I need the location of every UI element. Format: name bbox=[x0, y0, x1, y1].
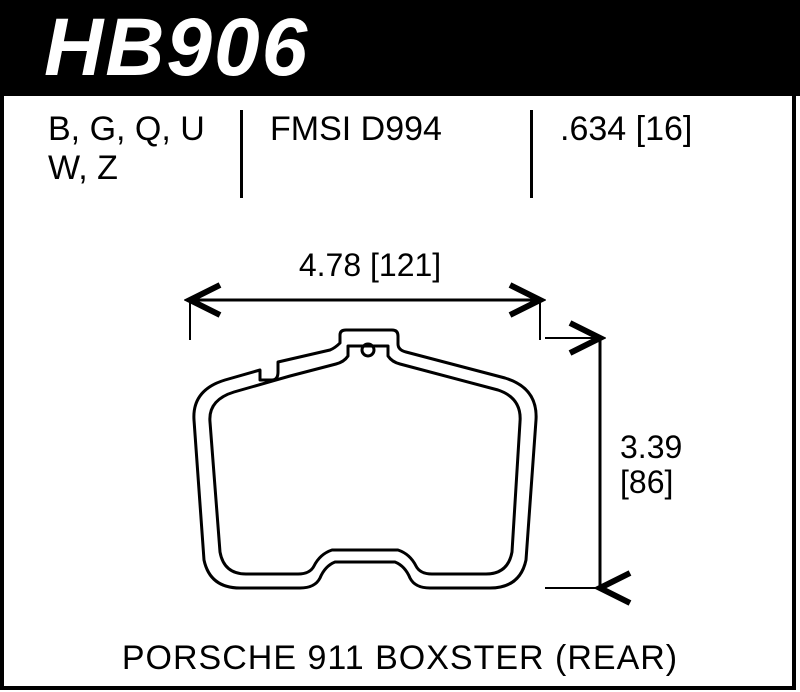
part-number: HB906 bbox=[44, 1, 309, 95]
pad-inner-path bbox=[210, 346, 520, 574]
spec-row: B, G, Q, U W, Z FMSI D994 .634 [16] bbox=[0, 110, 800, 202]
pad-outline bbox=[194, 330, 536, 588]
spec-compounds-line1: B, G, Q, U bbox=[48, 110, 205, 149]
product-label: PORSCHE 911 BOXSTER (REAR) bbox=[0, 639, 800, 678]
spec-compounds-line2: W, Z bbox=[48, 149, 205, 188]
diagram-svg bbox=[0, 240, 800, 640]
spec-thickness: .634 [16] bbox=[560, 110, 692, 149]
spec-divider-1 bbox=[240, 110, 243, 198]
page-root: HB906 B, G, Q, U W, Z FMSI D994 .634 [16… bbox=[0, 0, 800, 692]
spec-divider-2 bbox=[530, 110, 533, 198]
spec-compounds: B, G, Q, U W, Z bbox=[48, 110, 205, 188]
header-bar: HB906 bbox=[0, 0, 800, 96]
diagram-area: 4.78 [121] 3.39 [86] bbox=[0, 240, 800, 640]
spec-fmsi: FMSI D994 bbox=[270, 110, 442, 149]
